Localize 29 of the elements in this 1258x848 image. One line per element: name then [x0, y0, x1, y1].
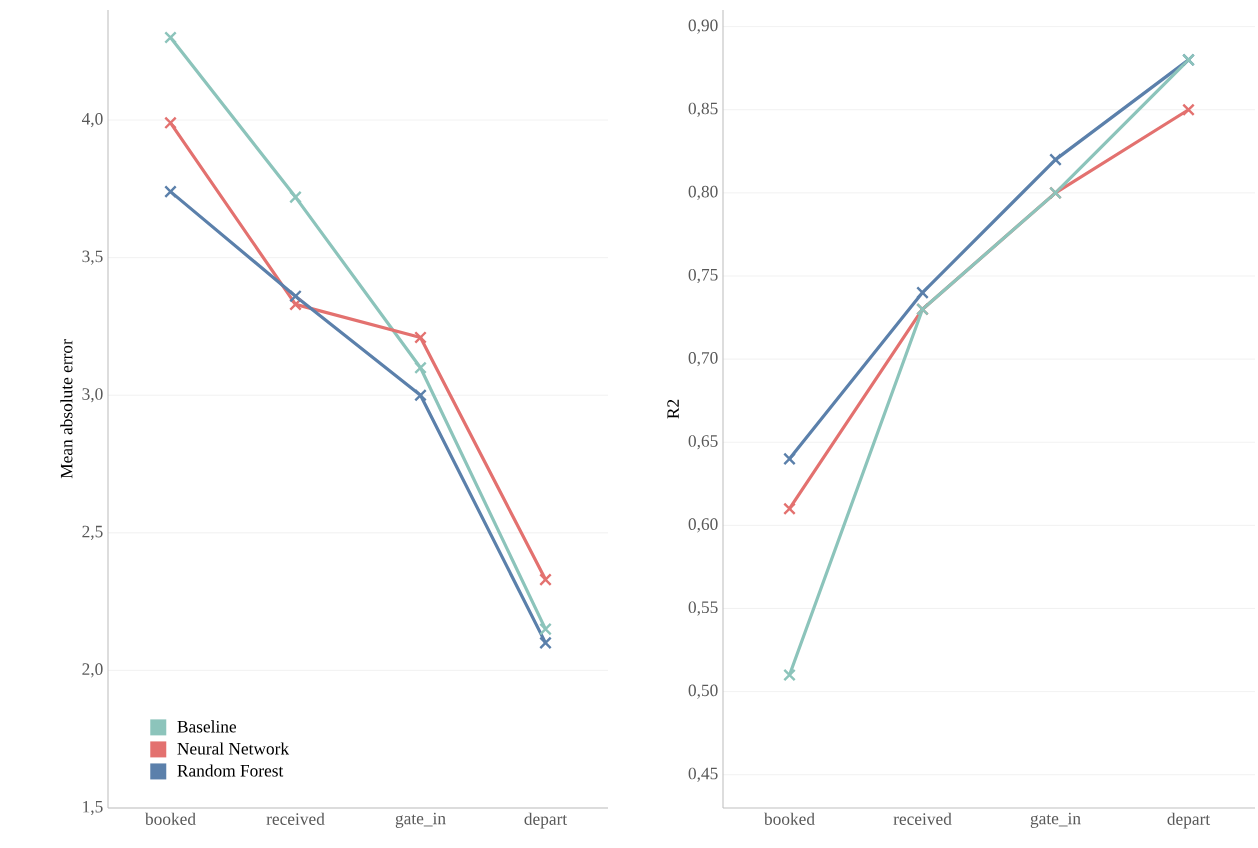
y-axis-title: R2 [667, 399, 679, 419]
y-tick-label: 2,0 [82, 663, 103, 678]
y-axis-title: Mean absolute error [60, 339, 73, 479]
y-tick-label: 0,70 [688, 352, 718, 367]
x-tick-label: depart [524, 812, 568, 829]
legend-label: Baseline [177, 720, 237, 733]
y-tick-label: 0,50 [688, 684, 718, 699]
y-tick-label: 0,65 [688, 435, 718, 450]
y-tick-label: 0,60 [688, 518, 718, 533]
y-tick-label: 1,5 [83, 800, 103, 816]
y-tick-label: 0,90 [688, 19, 718, 34]
y-tick-label: 4,0 [81, 112, 103, 128]
y-tick-label: 0,75 [688, 268, 718, 284]
y-tick-label: 2,5 [82, 525, 103, 540]
x-tick-label: booked [144, 812, 196, 825]
y-tick-label: 3,5 [82, 250, 103, 265]
x-tick-label: gate_in [1030, 812, 1081, 828]
legend-label: Random Forest [177, 764, 284, 777]
y-tick-label: 0,85 [688, 102, 718, 117]
x-tick-label: booked [763, 812, 815, 825]
y-tick-label: 0,45 [688, 767, 718, 782]
x-tick-label: received [893, 812, 952, 825]
y-tick-label: 0,55 [688, 601, 718, 616]
y-tick-label: 3,0 [82, 388, 103, 403]
x-tick-label: depart [1167, 812, 1211, 829]
x-tick-label: received [266, 812, 325, 825]
x-tick-label: gate_in [395, 812, 446, 828]
y-tick-label: 0,80 [688, 185, 718, 200]
legend-label: Neural Network [177, 742, 290, 755]
